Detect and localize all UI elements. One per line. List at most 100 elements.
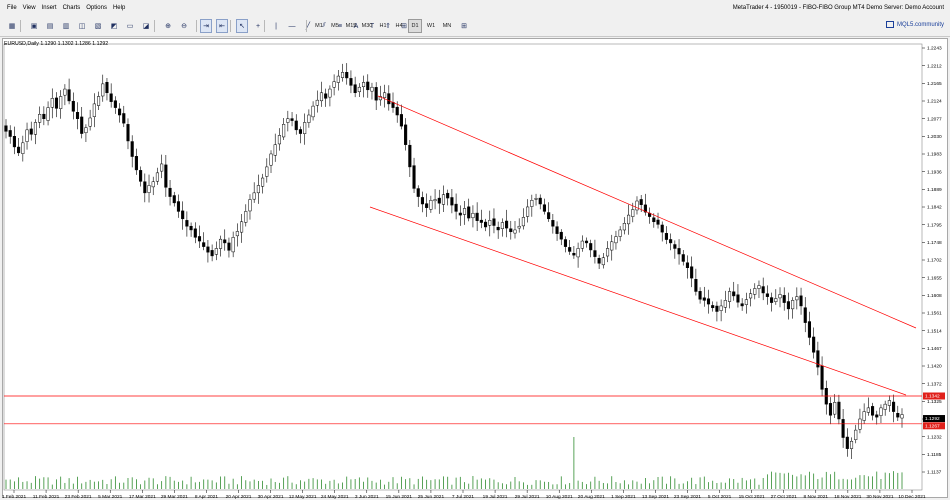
- candle-bull: [866, 407, 870, 413]
- timeframe-m30[interactable]: M30: [361, 23, 373, 29]
- toolbar-separator: [264, 20, 265, 32]
- candle-bear: [17, 146, 21, 154]
- zoom-out-icon[interactable]: ⊖: [181, 23, 187, 30]
- candle-bear: [122, 113, 126, 124]
- timeframe-h4[interactable]: H4: [395, 23, 403, 29]
- date-tick-label: 20 Aug 2021: [578, 494, 605, 500]
- candle-bear: [572, 252, 576, 256]
- candle-bear: [685, 262, 690, 268]
- candle-bear: [193, 228, 197, 238]
- open-folder-icon[interactable]: ▤: [46, 23, 54, 30]
- candle-bear: [690, 266, 694, 279]
- price-tick-label: 1.1936: [927, 169, 942, 175]
- candle-bear: [643, 204, 647, 213]
- date-tick-label: 29 Jul 2021: [515, 494, 540, 500]
- price-tick-label: 1.1137: [927, 470, 942, 476]
- text-icon[interactable]: A: [353, 22, 359, 30]
- candle-bear: [143, 181, 147, 194]
- zoom-in-icon[interactable]: ⊕: [165, 23, 171, 30]
- price-tick-label: 1.1889: [927, 187, 942, 193]
- candle-bull: [21, 142, 25, 154]
- autoscroll-icon[interactable]: ⇥: [200, 19, 212, 33]
- timeframe-m1[interactable]: M1: [315, 23, 323, 29]
- timeframe-w1[interactable]: W1: [426, 23, 436, 29]
- candle-bull: [265, 166, 269, 177]
- new-chart-icon[interactable]: ▦: [8, 23, 16, 30]
- candle-bear: [711, 305, 715, 309]
- trendline-icon[interactable]: ╱: [305, 23, 311, 30]
- candle-bull: [63, 88, 67, 96]
- market-watch-icon[interactable]: ◫: [78, 23, 86, 30]
- candle-bear: [168, 187, 172, 197]
- candle-bear: [820, 365, 824, 390]
- menu-view[interactable]: View: [22, 5, 36, 11]
- candle-bear: [892, 401, 896, 412]
- candle-bull: [92, 103, 96, 117]
- menu-charts[interactable]: Charts: [62, 5, 81, 11]
- crosshair-icon[interactable]: +: [255, 22, 261, 30]
- candle-bear: [563, 239, 568, 247]
- candle-bull: [101, 83, 105, 97]
- window-tile-icon[interactable]: ⊞: [461, 23, 467, 30]
- plot-area[interactable]: [3, 43, 923, 491]
- cursor-icon[interactable]: ↖: [236, 19, 248, 33]
- candle-bull: [50, 98, 54, 108]
- navigator-icon[interactable]: ◩: [110, 23, 118, 30]
- candle-bull: [252, 192, 256, 200]
- channel-upper-trendline[interactable]: [377, 95, 917, 329]
- candle-bear: [374, 87, 378, 101]
- candle-bull: [887, 400, 891, 406]
- channel-lower-trendline[interactable]: [369, 206, 907, 396]
- candle-bear: [812, 336, 816, 353]
- strategy-tester-icon[interactable]: ◪: [142, 23, 150, 30]
- candle-bear: [4, 125, 8, 132]
- candle-bear: [715, 305, 719, 312]
- candle-bear: [782, 295, 786, 303]
- data-window-icon[interactable]: ▧: [94, 23, 102, 30]
- candle-bear: [202, 242, 206, 247]
- terminal-icon[interactable]: ▭: [126, 23, 134, 30]
- candle-bull: [282, 124, 286, 138]
- timeframe-d1[interactable]: D1: [408, 19, 422, 33]
- candle-bull: [286, 118, 290, 123]
- candle-bear: [324, 93, 328, 99]
- profiles-icon[interactable]: ▣: [30, 23, 38, 30]
- window-title: MetaTrader 4 - 1950019 - FIBO-FIBO Group…: [732, 5, 944, 11]
- candle-bull: [328, 88, 332, 98]
- candle-bear: [597, 257, 601, 264]
- horizontal-line-icon[interactable]: —: [288, 22, 296, 30]
- candle-bull: [862, 411, 866, 421]
- label-icon[interactable]: T: [369, 22, 375, 30]
- candle-bear: [669, 239, 673, 244]
- menu-file[interactable]: File: [7, 5, 17, 11]
- candle-bull: [336, 75, 340, 83]
- vertical-line-icon[interactable]: |: [275, 22, 277, 30]
- timeframe-h1[interactable]: H1: [379, 23, 387, 29]
- candle-bull: [753, 288, 757, 295]
- periods-icon[interactable]: ⊞: [401, 23, 407, 30]
- candle-bear: [395, 106, 399, 116]
- candle-bear: [54, 97, 59, 109]
- candle-bull: [277, 135, 281, 145]
- menu-help[interactable]: Help: [112, 5, 126, 11]
- chart-shift-icon[interactable]: ⇤: [216, 19, 228, 33]
- timeframe-m5[interactable]: M5: [331, 23, 339, 29]
- candle-bear: [660, 224, 664, 233]
- candle-bear: [197, 236, 202, 242]
- date-tick-label: 23 Feb 2021: [65, 494, 92, 500]
- candle-bear: [298, 129, 303, 134]
- fibonacci-icon[interactable]: ≡: [337, 22, 343, 30]
- price-tick-label: 1.1983: [927, 152, 942, 158]
- save-icon[interactable]: ▥: [62, 23, 70, 30]
- mql5-community-link[interactable]: MQL5.community: [885, 21, 944, 28]
- candle-bull: [370, 86, 374, 92]
- timeframe-mn[interactable]: MN: [442, 23, 452, 29]
- arrows-icon[interactable]: ⇑: [385, 23, 391, 30]
- candle-bear: [139, 170, 143, 182]
- equidistant-channel-icon[interactable]: ⫽: [322, 22, 326, 29]
- timeframe-m15[interactable]: M15: [345, 23, 357, 29]
- menu-options[interactable]: Options: [86, 5, 107, 11]
- candle-bear: [799, 295, 803, 307]
- menu-insert[interactable]: Insert: [41, 5, 57, 11]
